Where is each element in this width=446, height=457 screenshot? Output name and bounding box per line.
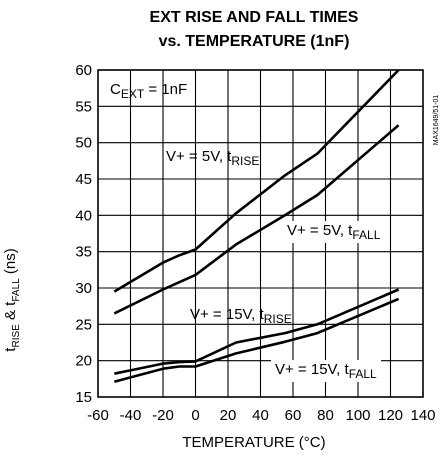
y-tick-label: 60 [75, 62, 92, 79]
series-line-5v-fall [113, 124, 400, 315]
y-label-mid: & t [2, 301, 19, 324]
annotation-backdrop [283, 221, 385, 243]
y-label-t1: t [2, 347, 19, 352]
x-tick-label: 0 [191, 407, 199, 424]
x-axis-label: TEMPERATURE (°C) [182, 434, 325, 451]
x-tick-label: 20 [220, 407, 237, 424]
annotation-layer: CEXT = 1nF V+ = 5V, tRISE V+ = 5V, tFALL V+… [110, 81, 385, 382]
y-tick-label: 35 [75, 244, 92, 261]
x-tick-label: 120 [378, 407, 403, 424]
figure-code: MAX1649/51-01 [433, 95, 440, 146]
series-layer [113, 69, 400, 383]
y-tick-label: 45 [75, 171, 92, 188]
annotation-cext-group: CEXT = 1nF [110, 81, 187, 101]
annotation-cext: CEXT = 1nF [110, 81, 187, 101]
series-line-15v-rise [114, 288, 400, 375]
y-axis-label: tRISE & tFALL (ns) [2, 248, 22, 351]
x-tick-label: 100 [345, 407, 370, 424]
y-tick-label: 20 [75, 353, 92, 370]
x-tick-label: -20 [152, 407, 174, 424]
y-tick-label: 55 [75, 98, 92, 115]
x-tick-label: 80 [317, 407, 334, 424]
y-tick-label: 40 [75, 207, 92, 224]
plot-frame [97, 69, 424, 398]
y-tick-label: 30 [75, 280, 92, 297]
series-line-5v-rise [113, 69, 400, 293]
annotation-5v-rise: V+ = 5V, tRISE [166, 148, 259, 168]
annotation-15v-fall: V+ = 15V, tFALL [275, 361, 377, 381]
x-tick-label: 140 [410, 407, 435, 424]
x-tick-label: 40 [252, 407, 269, 424]
y-label-sub1: RISE [11, 324, 22, 348]
annotation-5v-rise-group: V+ = 5V, tRISE [166, 148, 259, 168]
x-tick-labels: -60 -40 -20 0 20 40 60 80 100 120 140 [87, 407, 435, 424]
y-tick-labels: 15 20 25 30 35 40 45 50 55 60 [75, 62, 92, 406]
x-tick-label: -40 [120, 407, 142, 424]
annotation-5v-fall-group: V+ = 5V, tFALL [283, 221, 385, 243]
annotation-15v-rise: V+ = 15V, tRISE [190, 306, 292, 326]
x-tick-label: -60 [87, 407, 109, 424]
annotation-15v-fall-group: V+ = 15V, tFALL [271, 360, 382, 382]
chart-title-line1: EXT RISE AND FALL TIMES [150, 9, 359, 26]
annotation-backdrop [271, 360, 382, 382]
y-tick-label: 25 [75, 316, 92, 333]
y-tick-label: 15 [75, 389, 92, 406]
series-line-15v-fall [113, 297, 400, 383]
annotation-15v-rise-group: V+ = 15V, tRISE [190, 306, 292, 326]
x-tick-label: 60 [285, 407, 302, 424]
annotation-5v-fall: V+ = 5V, tFALL [287, 222, 381, 242]
chart-title-line2: vs. TEMPERATURE (1nF) [159, 33, 350, 50]
y-label-sub2: FALL [11, 278, 22, 302]
y-label-end: (ns) [2, 248, 19, 278]
y-tick-label: 50 [75, 135, 92, 152]
